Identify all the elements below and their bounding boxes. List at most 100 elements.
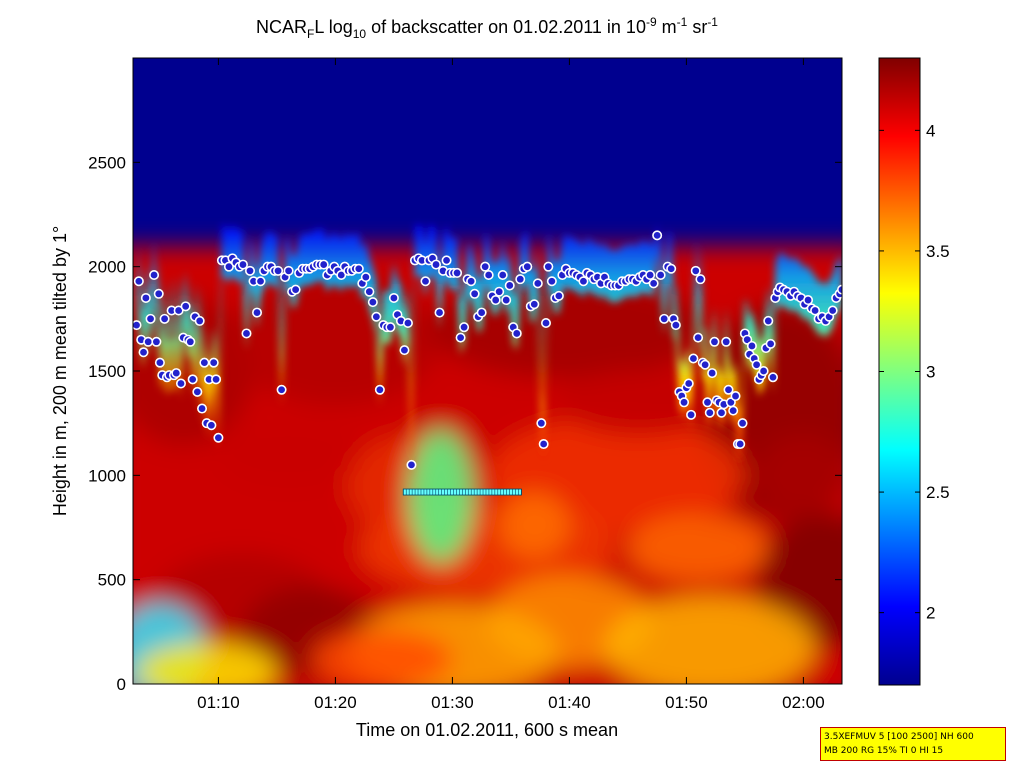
y-axis-label: Height in m, 200 m mean tilted by 1°: [50, 226, 70, 516]
cloud-top-marker: [192, 386, 203, 397]
cloud-top-marker: [688, 353, 699, 364]
cloud-top-marker: [388, 292, 399, 303]
cloud-top-marker: [728, 405, 739, 416]
x-tick-label: 01:30: [431, 693, 474, 712]
colorbar-tick-label: 3: [926, 363, 935, 382]
cloud-top-marker: [536, 418, 547, 429]
cloud-top-marker: [241, 328, 252, 339]
cloud-top-marker: [143, 336, 154, 347]
cloud-top-marker: [504, 280, 515, 291]
cloud-top-marker: [480, 261, 491, 272]
y-tick-label: 2500: [88, 153, 126, 172]
cloud-top-marker: [175, 378, 186, 389]
cloud-top-marker: [140, 292, 151, 303]
cloud-top-marker: [374, 384, 385, 395]
cloud-top-marker: [700, 359, 711, 370]
cloud-top-marker: [702, 397, 713, 408]
cloud-top-marker: [810, 305, 821, 316]
cloud-top-marker: [187, 374, 198, 385]
cloud-top-marker: [385, 322, 396, 333]
cloud-top-marker: [538, 439, 549, 450]
cloud-top-marker: [431, 259, 442, 270]
cloud-top-marker: [746, 340, 757, 351]
cloud-top-marker: [276, 384, 287, 395]
cloud-top-marker: [690, 265, 701, 276]
cloud-top-marker: [180, 301, 191, 312]
cloud-top-marker: [154, 357, 165, 368]
cloud-top-marker: [827, 305, 838, 316]
cloud-top-marker: [723, 384, 734, 395]
cloud-top-marker: [716, 407, 727, 418]
cloud-top-marker: [145, 313, 156, 324]
cloud-edge-band: [136, 224, 842, 482]
parameter-info-box: 3.5XEFMUV 5 [100 2500] NH 600 MB 200 RG …: [820, 727, 1006, 761]
cloud-top-marker: [402, 318, 413, 329]
cloud-top-marker: [645, 270, 656, 281]
cloud-top-marker: [364, 286, 375, 297]
heatmap-field: [133, 245, 842, 684]
cloud-top-marker: [149, 270, 160, 281]
cloud-top-marker: [763, 315, 774, 326]
x-tick-label: 01:20: [314, 693, 357, 712]
x-tick-label: 01:40: [548, 693, 591, 712]
x-tick-label: 01:50: [665, 693, 708, 712]
cloud-top-marker: [730, 391, 741, 402]
cloud-top-marker: [420, 276, 431, 287]
cloud-top-marker: [490, 295, 501, 306]
x-axis-label: Time on 01.02.2011, 600 s mean: [356, 720, 618, 740]
y-tick-label: 500: [98, 571, 126, 590]
cloud-top-marker: [213, 432, 224, 443]
cloud-top-marker: [686, 409, 697, 420]
cloud-top-marker: [515, 274, 526, 285]
cloud-top-marker: [737, 418, 748, 429]
cloud-top-marker: [758, 365, 769, 376]
cloud-top-marker: [543, 261, 554, 272]
cloud-top-marker: [367, 297, 378, 308]
heatmap-plot-area: [133, 58, 842, 684]
cloud-top-marker: [138, 347, 149, 358]
cloud-top-marker: [318, 259, 329, 270]
cloud-top-marker: [441, 255, 452, 266]
cloud-top-marker: [540, 318, 551, 329]
cloud-top-marker: [578, 276, 589, 287]
chart-title: NCARFL log10 of backscatter on 01.02.201…: [256, 15, 718, 41]
cloud-top-marker: [483, 270, 494, 281]
colorbar-tick-label: 4: [926, 121, 935, 140]
cloud-top-marker: [255, 276, 266, 287]
cloud-top-marker: [199, 357, 210, 368]
cloud-top-marker: [208, 357, 219, 368]
colorbar: 2 2.5 3 3.5 4: [878, 57, 950, 686]
cloud-top-marker: [244, 265, 255, 276]
cloud-top-marker: [683, 378, 694, 389]
y-axis: 0 500 1000 1500 2000 2500: [88, 153, 842, 694]
cloud-top-marker: [511, 328, 522, 339]
cloud-top-marker: [679, 397, 690, 408]
cloud-top-marker: [223, 261, 234, 272]
cloud-top-marker: [399, 345, 410, 356]
cloud-top-marker: [695, 274, 706, 285]
cloud-top-marker: [648, 278, 659, 289]
cloud-top-marker: [707, 368, 718, 379]
cloud-top-marker: [283, 265, 294, 276]
cloud-top-marker: [206, 420, 217, 431]
cloud-top-marker: [529, 299, 540, 310]
colorbar-ticks: 2 2.5 3 3.5 4: [879, 121, 950, 623]
cloud-top-marker: [670, 320, 681, 331]
cloud-top-marker: [133, 276, 144, 287]
cloud-top-marker: [173, 305, 184, 316]
cloud-top-marker: [765, 338, 776, 349]
cloud-top-marker: [655, 270, 666, 281]
cloud-top-marker: [434, 307, 445, 318]
cloud-top-marker: [252, 307, 263, 318]
y-tick-label: 1500: [88, 362, 126, 381]
cloud-top-marker: [290, 284, 301, 295]
cloud-top-marker: [735, 439, 746, 450]
cloud-top-marker: [171, 368, 182, 379]
cloud-top-marker: [466, 276, 477, 287]
cloud-top-marker: [751, 359, 762, 370]
info-line-2: MB 200 RG 15% TI 0 HI 15: [824, 746, 944, 756]
cloud-top-marker: [652, 230, 663, 241]
cloud-top-marker: [133, 320, 142, 331]
colorbar-tick-label: 3.5: [926, 242, 950, 261]
cloud-top-marker: [666, 263, 677, 274]
